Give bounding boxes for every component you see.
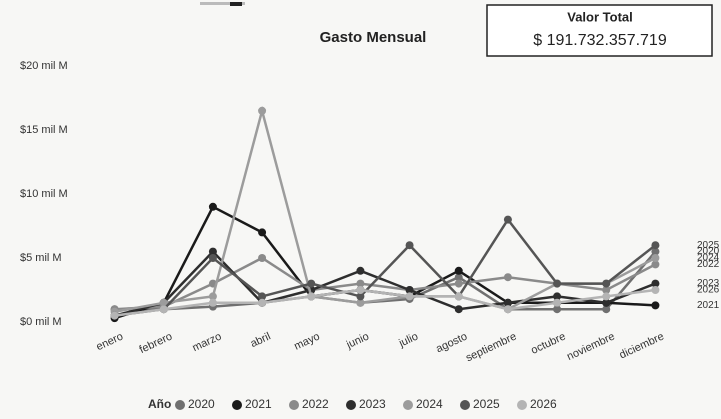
series-end-label: 2025 (697, 240, 720, 251)
tab-indicator (200, 2, 245, 5)
x-tick-label: marzo (191, 330, 224, 354)
series-point (208, 254, 217, 262)
x-tick-label: octubre (529, 330, 567, 356)
series-line (114, 217, 657, 317)
y-tick-label: $15 mil M (20, 124, 68, 136)
series-point (602, 298, 611, 307)
y-tick-label: $20 mil M (20, 60, 68, 72)
series-point (307, 292, 316, 301)
series-end-label: 2026 (697, 285, 720, 296)
x-tick-label: febrero (138, 330, 175, 356)
series-point (553, 305, 562, 314)
legend-swatch (460, 400, 470, 410)
legend-label: 2025 (473, 397, 500, 411)
series-end-label: 2023 (697, 278, 720, 289)
series-point (503, 215, 512, 224)
series-point (356, 298, 365, 307)
series-point (651, 286, 660, 294)
legend-swatch (232, 400, 242, 410)
series-point (258, 228, 267, 237)
series-point (208, 202, 217, 211)
x-tick-label: enero (95, 330, 126, 353)
series-point (602, 279, 611, 288)
legend-title: Año (148, 397, 171, 411)
legend-label: 2022 (302, 397, 329, 411)
series-point (307, 279, 316, 288)
y-tick-label: $0 mil M (20, 316, 62, 328)
legend-label: 2023 (359, 397, 386, 411)
y-tick-label: $10 mil M (20, 188, 68, 200)
legend-swatch (403, 400, 413, 410)
legend-label: 2020 (188, 397, 215, 411)
series-end-label: 2021 (697, 300, 720, 311)
legend-label: 2021 (245, 397, 272, 411)
series-point (454, 273, 463, 282)
series-point (208, 292, 217, 301)
series-line (114, 288, 656, 317)
x-tick-label: septiembre (464, 330, 518, 364)
legend-label: 2026 (530, 397, 557, 411)
y-tick-label: $5 mil M (20, 252, 62, 264)
x-tick-label: abril (249, 330, 273, 350)
legend-label: 2024 (416, 397, 443, 411)
series-point (208, 247, 217, 256)
x-tick-label: noviembre (565, 330, 617, 363)
series-point (651, 301, 660, 310)
series-point (602, 286, 611, 294)
series-point (454, 305, 463, 314)
x-tick-label: junio (344, 330, 371, 351)
series-point (454, 266, 463, 275)
card-value: $ 191.732.357.719 (533, 32, 667, 49)
series-point (159, 298, 168, 307)
series-point (258, 298, 267, 307)
series-point (258, 254, 267, 262)
legend-swatch (289, 400, 299, 410)
series-point (356, 286, 365, 294)
chart-title: Gasto Mensual (320, 29, 427, 46)
series-point (405, 241, 414, 250)
series-point (454, 279, 463, 288)
series-point (405, 286, 414, 294)
series-line (114, 249, 656, 317)
series-point (503, 273, 512, 282)
series-point (651, 247, 660, 256)
series-point (356, 279, 365, 288)
series-end-label: 2020 (697, 246, 720, 257)
tab-indicator-active (230, 2, 242, 6)
series-point (356, 292, 365, 301)
card (486, 4, 713, 57)
series-end-label: 2024 (697, 253, 720, 264)
series-end-label: 2022 (697, 259, 720, 270)
series-point (208, 298, 217, 307)
x-tick-label: diciembre (618, 330, 666, 361)
legend-swatch (346, 400, 356, 410)
series-point (553, 292, 562, 301)
series-point (503, 298, 512, 307)
series-point (553, 298, 562, 307)
legend-swatch (517, 400, 527, 410)
series-point (405, 292, 414, 301)
series-point (651, 279, 660, 288)
legend-swatch (175, 400, 185, 410)
series-point (553, 279, 562, 288)
series-point (356, 266, 365, 275)
x-tick-label: julio (396, 330, 420, 350)
series-point (258, 106, 267, 115)
series-point (651, 254, 660, 262)
series-point (503, 305, 512, 314)
x-tick-label: agosto (434, 330, 469, 355)
series-point (651, 241, 660, 250)
series-point (258, 292, 267, 301)
card-title: Valor Total (567, 9, 633, 24)
x-tick-label: mayo (292, 330, 321, 352)
series-point (602, 305, 611, 314)
series-point (454, 292, 463, 301)
series-point (159, 305, 168, 314)
series-point (602, 292, 611, 301)
series-point (110, 311, 119, 320)
series-point (651, 260, 660, 269)
series-line (114, 250, 657, 311)
